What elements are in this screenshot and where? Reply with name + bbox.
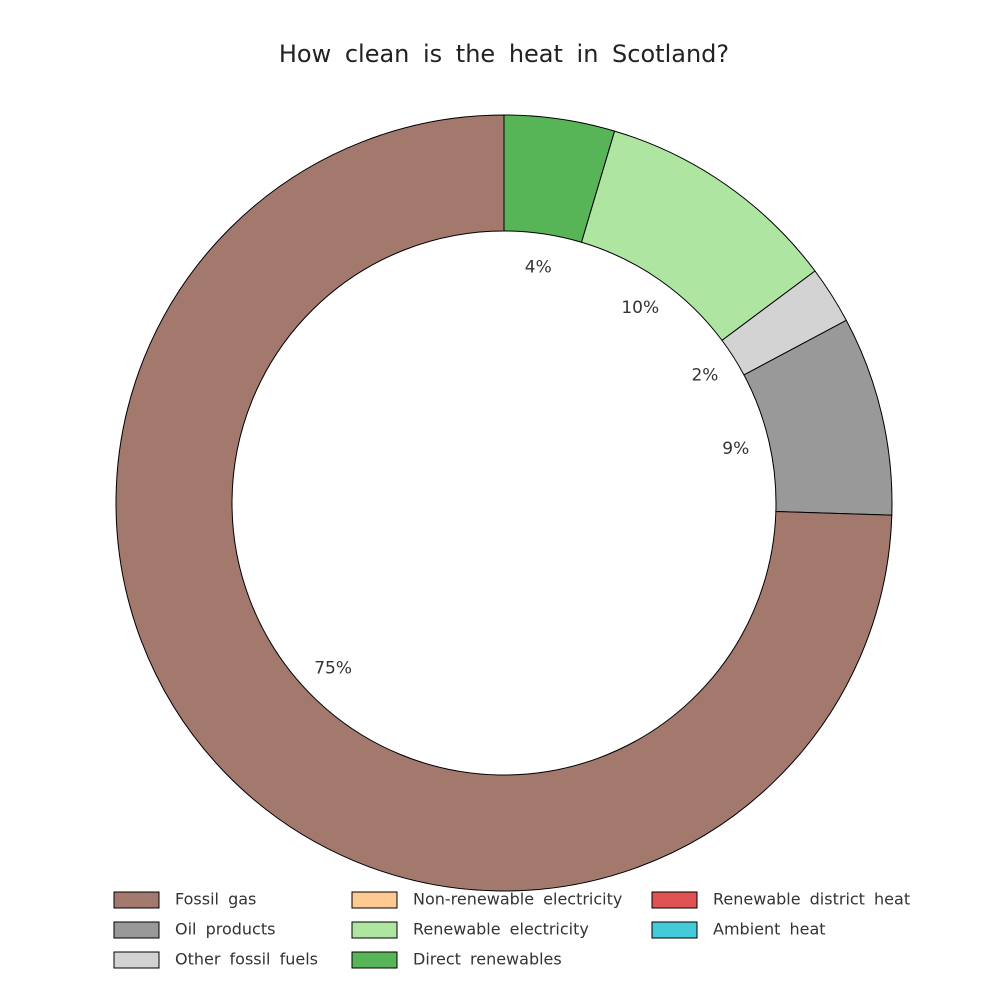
legend-swatch-fossil-gas bbox=[113, 891, 160, 909]
legend-item-oil-products: Oil products bbox=[113, 920, 275, 939]
legend-item-renewable-district-heat: Renewable district heat bbox=[651, 890, 910, 909]
legend-label-renewable-electricity: Renewable electricity bbox=[413, 920, 589, 939]
legend-swatch-renewable-district-heat bbox=[651, 891, 698, 909]
legend: Fossil gas Oil products Other fossil fuels… bbox=[113, 890, 910, 969]
label-direct-renewables: 4% bbox=[525, 257, 552, 277]
legend-label-renewable-district-heat: Renewable district heat bbox=[713, 890, 910, 909]
legend-label-ambient-heat: Ambient heat bbox=[713, 920, 826, 939]
legend-item-non-renewable-electricity: Non-renewable electricity bbox=[351, 890, 622, 909]
legend-item-ambient-heat: Ambient heat bbox=[651, 920, 826, 939]
legend-swatch-non-renewable-electricity bbox=[351, 891, 398, 909]
legend-swatch-direct-renewables bbox=[351, 951, 398, 969]
legend-swatch-renewable-electricity bbox=[351, 921, 398, 939]
percentage-labels: 4% 10% 2% 9% 75% bbox=[314, 257, 749, 678]
legend-item-other-fossil-fuels: Other fossil fuels bbox=[113, 950, 318, 969]
slice-fossil-gas bbox=[115, 114, 893, 892]
legend-item-fossil-gas: Fossil gas bbox=[113, 890, 256, 909]
legend-label-other-fossil-fuels: Other fossil fuels bbox=[175, 950, 318, 969]
label-fossil-gas: 75% bbox=[314, 659, 352, 679]
legend-label-direct-renewables: Direct renewables bbox=[413, 950, 562, 969]
label-other-fossil-fuels: 2% bbox=[691, 365, 718, 385]
label-oil-products: 9% bbox=[722, 439, 749, 459]
legend-swatch-ambient-heat bbox=[651, 921, 698, 939]
legend-swatch-oil-products bbox=[113, 921, 160, 939]
chart-title: How clean is the heat in Scotland? bbox=[279, 40, 729, 68]
donut-slices bbox=[115, 114, 893, 892]
legend-label-non-renewable-electricity: Non-renewable electricity bbox=[413, 890, 622, 909]
legend-label-oil-products: Oil products bbox=[175, 920, 275, 939]
legend-label-fossil-gas: Fossil gas bbox=[175, 890, 256, 909]
legend-item-direct-renewables: Direct renewables bbox=[351, 950, 562, 969]
legend-item-renewable-electricity: Renewable electricity bbox=[351, 920, 589, 939]
legend-swatch-other-fossil-fuels bbox=[113, 951, 160, 969]
label-renewable-electricity: 10% bbox=[621, 298, 659, 318]
